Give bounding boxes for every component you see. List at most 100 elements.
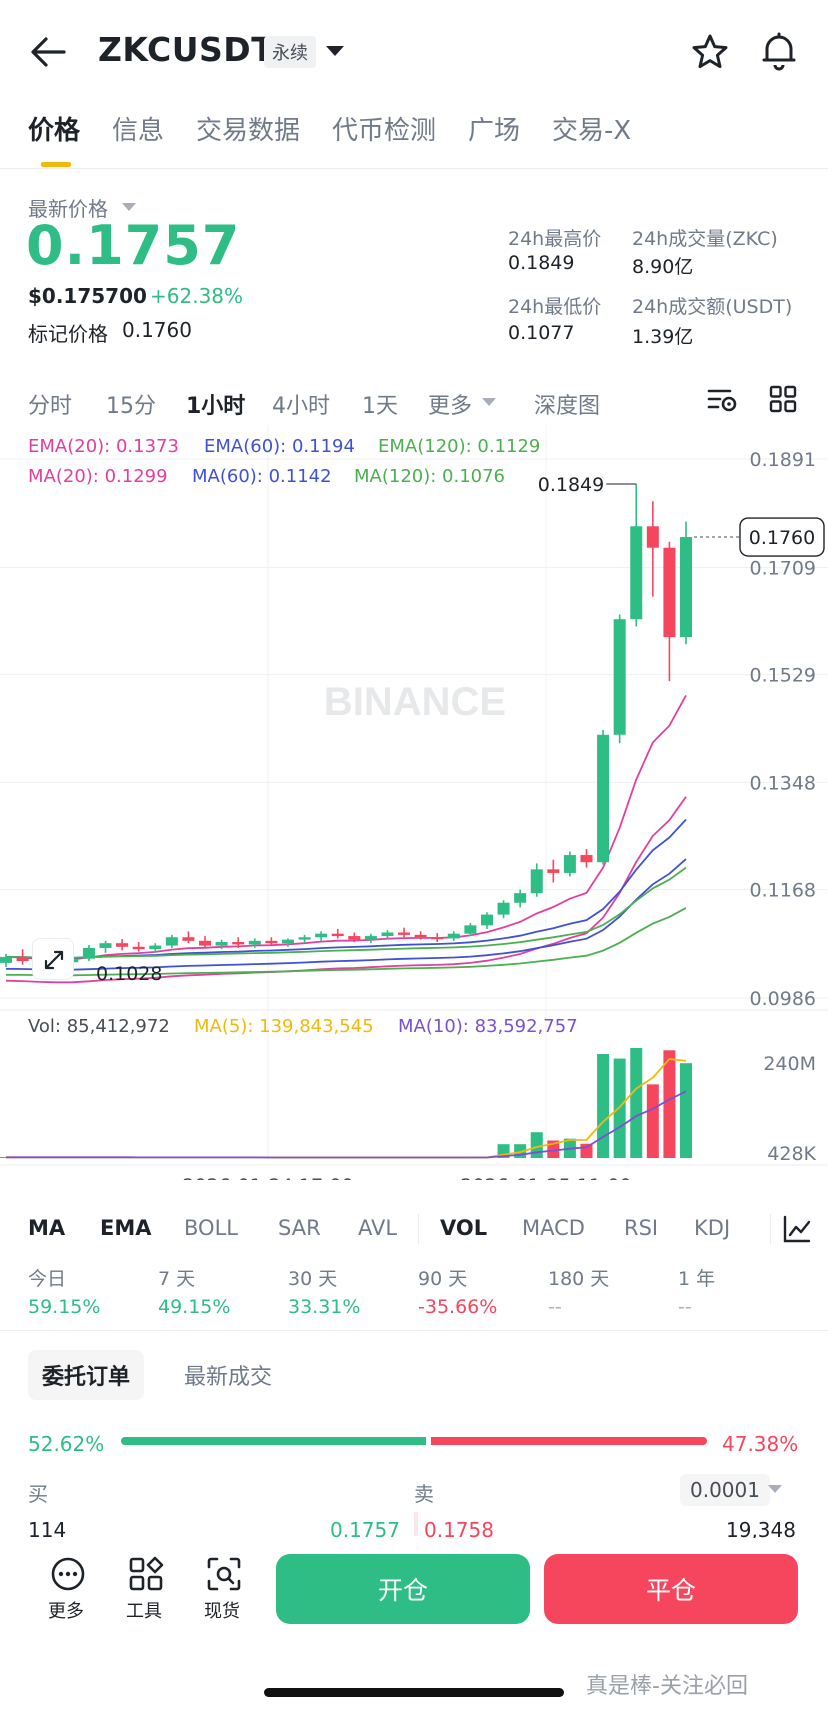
bid-ratio-bar (121, 1437, 426, 1445)
candle-body (315, 933, 328, 938)
price-axis-label: 0.1891 (750, 449, 816, 471)
tab-latest-trades[interactable]: 最新成交 (184, 1365, 273, 1390)
moving-average-lines (5, 694, 687, 984)
volume-bar (530, 1132, 543, 1158)
chevron-down-icon[interactable] (326, 46, 344, 56)
close-position-button[interactable]: 平仓 (544, 1554, 798, 1624)
indicator-rsi[interactable]: RSI (624, 1216, 659, 1240)
time-axis-label: 2026-01-25 11:00 (460, 1175, 631, 1180)
volume-bar (680, 1063, 692, 1158)
mark-price-value: 0.1760 (122, 318, 192, 342)
volume-bar (597, 1053, 610, 1158)
ema60-label: EMA(60): 0.1194 (204, 436, 355, 457)
interval-15m[interactable]: 15分 (106, 394, 156, 419)
last-price-label[interactable]: 最新价格 (28, 197, 108, 221)
candle-body (547, 869, 560, 873)
tab-square[interactable]: 广场 (468, 116, 521, 146)
performance-period-value: 33.31% (288, 1296, 361, 1318)
candle-body (580, 855, 593, 863)
indicator-ma[interactable]: MA (28, 1216, 66, 1240)
watermark-text: 真是棒-关注必回 (586, 1674, 748, 1699)
volume-bar (580, 1143, 593, 1158)
indicator-vol[interactable]: VOL (440, 1216, 488, 1240)
depth-chart-button[interactable]: 深度图 (534, 394, 601, 419)
interval-4h[interactable]: 4小时 (272, 394, 330, 419)
candle-body (414, 934, 427, 938)
fullscreen-button[interactable] (32, 938, 74, 980)
candle-body (348, 936, 361, 940)
candle-body (646, 526, 659, 548)
ma20-label: MA(20): 0.1299 (28, 466, 168, 487)
chevron-down-icon[interactable] (122, 203, 136, 211)
indicator-sar[interactable]: SAR (278, 1216, 321, 1240)
volume-bar (663, 1050, 676, 1158)
indicator-ema[interactable]: EMA (100, 1216, 152, 1240)
chart-grid (0, 425, 828, 1166)
interval-line[interactable]: 分时 (28, 394, 73, 419)
tab-open-orders[interactable]: 委托订单 (28, 1350, 145, 1400)
interval-1d[interactable]: 1天 (362, 394, 398, 419)
more-button[interactable] (44, 1556, 96, 1626)
moving-average-line (5, 866, 687, 959)
performance-period-value: -- (548, 1296, 562, 1318)
tab-trade-x[interactable]: 交易-X (552, 116, 632, 146)
low-price-marker: 0.1028 (96, 963, 162, 985)
indicator-kdj[interactable]: KDJ (694, 1216, 731, 1240)
performance-period-value: -- (678, 1296, 692, 1318)
tab-price[interactable]: 价格 (28, 116, 81, 146)
volume-ma10-label: MA(10): 83,592,757 (398, 1016, 578, 1037)
volume-bar (646, 1084, 659, 1158)
candle-body (265, 940, 278, 944)
indicator-avl[interactable]: AVL (358, 1216, 398, 1240)
layout-grid-icon[interactable] (768, 384, 798, 414)
price-axis-label: 0.1529 (750, 665, 816, 687)
price-change: +62.38% (150, 284, 244, 308)
candle-body (281, 939, 294, 944)
back-arrow-icon[interactable] (28, 34, 68, 70)
performance-period-label: 今日 (28, 1268, 67, 1290)
indicator-boll[interactable]: BOLL (184, 1216, 238, 1240)
spot-label: 现货 (204, 1601, 240, 1622)
chevron-down-icon[interactable] (768, 1485, 782, 1493)
volume-bars (0, 1048, 692, 1159)
kline-chart[interactable]: BINANCE 0.18910.17090.15290.13480.11680.… (0, 425, 828, 1180)
interval-more[interactable]: 更多 (428, 394, 473, 419)
performance-period-label: 30 天 (288, 1268, 338, 1290)
interval-1h[interactable]: 1小时 (186, 394, 246, 419)
tab-trading-data[interactable]: 交易数据 (196, 116, 301, 146)
tab-info[interactable]: 信息 (112, 116, 165, 146)
ema20-label: EMA(20): 0.1373 (28, 436, 179, 457)
candle-body (215, 942, 228, 946)
ema120-label: EMA(120): 0.1129 (378, 436, 541, 457)
moving-average-line (5, 796, 687, 984)
open-position-button[interactable]: 开仓 (276, 1554, 530, 1624)
tools-label: 工具 (126, 1601, 162, 1622)
volume-axis-label: 428K (767, 1143, 816, 1165)
candle-body (116, 943, 129, 947)
performance-period-label: 1 年 (678, 1268, 716, 1290)
precision-select[interactable]: 0.0001 (680, 1474, 770, 1506)
performance-period-value: 49.15% (158, 1296, 231, 1318)
expand-icon (44, 950, 64, 970)
candles (0, 484, 692, 973)
current-price-tag (739, 517, 825, 557)
indicator-macd[interactable]: MACD (522, 1216, 585, 1240)
candle-body (514, 893, 527, 903)
spot-button[interactable] (200, 1556, 252, 1626)
tools-button[interactable] (122, 1556, 174, 1626)
symbol-title[interactable]: ZKCUSDT (98, 30, 275, 69)
candle-body (82, 947, 95, 959)
high-label: 24h最高价 (508, 228, 602, 250)
chart-settings-icon[interactable] (706, 385, 738, 415)
volume-ma-line (6, 1058, 687, 1159)
current-price-text: 0.1760 (749, 527, 815, 549)
candle-body (199, 940, 212, 946)
perpetual-badge: 永续 (264, 36, 316, 68)
low-value: 0.1077 (508, 322, 575, 344)
tab-token-check[interactable]: 代币检测 (332, 116, 437, 146)
chevron-down-icon[interactable] (482, 398, 496, 406)
star-icon[interactable] (690, 32, 730, 72)
last-price: 0.1757 (26, 214, 241, 277)
bell-icon[interactable] (758, 30, 800, 72)
indicator-settings-icon[interactable] (782, 1214, 812, 1244)
